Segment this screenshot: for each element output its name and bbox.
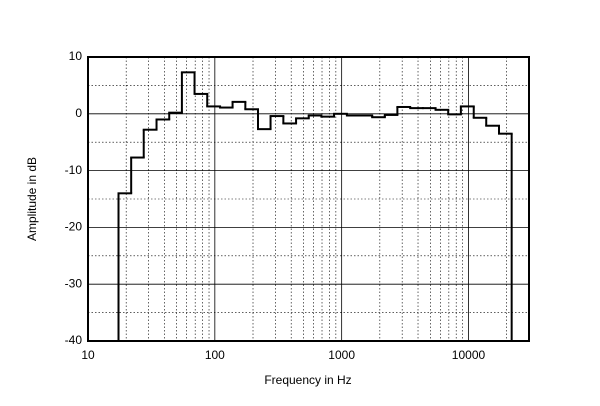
plot-frame <box>87 56 530 342</box>
y-tick-label: -20 <box>65 220 83 234</box>
y-tick-label: -10 <box>65 163 83 177</box>
x-axis-label: Frequency in Hz <box>264 373 351 387</box>
y-tick-label: -40 <box>65 333 83 347</box>
y-tick-label: 0 <box>75 106 82 120</box>
x-tick-label: 100 <box>205 348 225 362</box>
x-tick-label: 1000 <box>328 348 355 362</box>
y-tick-label: -30 <box>65 276 83 290</box>
y-tick-label: 10 <box>69 49 83 63</box>
x-tick-label: 10 <box>81 348 95 362</box>
x-tick-label: 10000 <box>452 348 486 362</box>
y-axis-label: Amplitude in dB <box>25 157 39 241</box>
